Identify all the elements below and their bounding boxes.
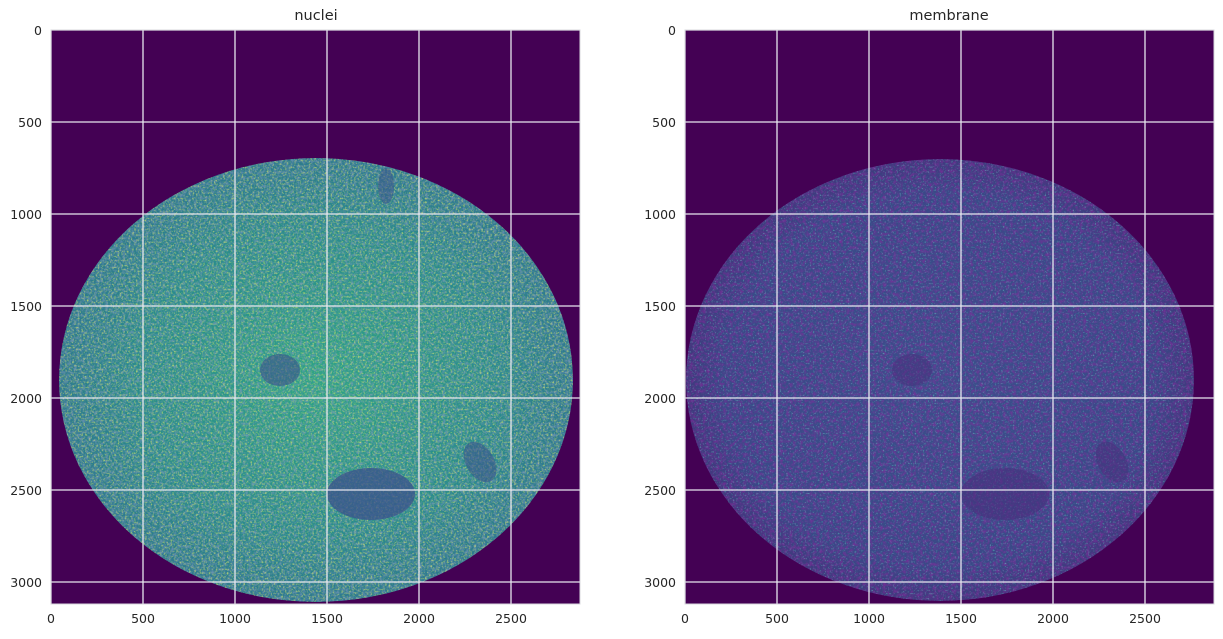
x-tick-label: 2500 [1129,611,1161,626]
panel-nuclei: nuclei [10,8,581,626]
y-tick-label: 2000 [10,391,42,406]
y-tick-label: 1500 [10,299,42,314]
x-tick-label: 1000 [853,611,885,626]
y-tick-label: 500 [18,115,42,130]
y-tick-label: 2000 [644,391,676,406]
y-tick-label: 3000 [10,575,42,590]
panel-title-membrane: membrane [909,8,988,24]
x-tick-label: 0 [47,611,55,626]
y-tick-label: 1000 [10,207,42,222]
y-tick-label: 1000 [644,207,676,222]
x-tick-label: 2500 [495,611,527,626]
tissue-region [892,354,932,386]
image-membrane [685,30,1214,604]
y-tick-labels-nuclei: 0 500 1000 1500 2000 2500 3000 [10,23,42,590]
x-tick-label: 1500 [311,611,343,626]
y-tick-label: 1500 [644,299,676,314]
tissue-region [1095,441,1129,483]
tissue-region [260,354,300,386]
x-tick-label: 500 [131,611,155,626]
x-tick-label: 1500 [945,611,977,626]
y-tick-label: 2500 [10,483,42,498]
tissue-region [961,468,1049,520]
grid-lines-membrane [685,30,1214,604]
panel-title-nuclei: nuclei [294,8,337,24]
y-tick-label: 0 [668,23,676,38]
tissue-region [378,168,394,204]
y-tick-label: 0 [34,23,42,38]
x-tick-label: 500 [765,611,789,626]
x-tick-labels-membrane: 0 500 1000 1500 2000 2500 [681,611,1161,626]
y-tick-label: 500 [652,115,676,130]
axes-frame [684,29,1215,605]
y-tick-labels-membrane: 0 500 1000 1500 2000 2500 3000 [644,23,676,590]
y-tick-label: 2500 [644,483,676,498]
x-tick-label: 1000 [219,611,251,626]
axes-frame [50,29,581,605]
x-tick-label: 2000 [403,611,435,626]
x-tick-labels-nuclei: 0 500 1000 1500 2000 2500 [47,611,527,626]
grid-lines-nuclei [51,30,580,604]
panel-membrane: membrane [644,8,1215,626]
tissue-region [327,468,415,520]
tissue-region [463,441,497,483]
x-tick-label: 2000 [1037,611,1069,626]
x-tick-label: 0 [681,611,689,626]
image-nuclei [51,30,580,604]
y-tick-label: 3000 [644,575,676,590]
